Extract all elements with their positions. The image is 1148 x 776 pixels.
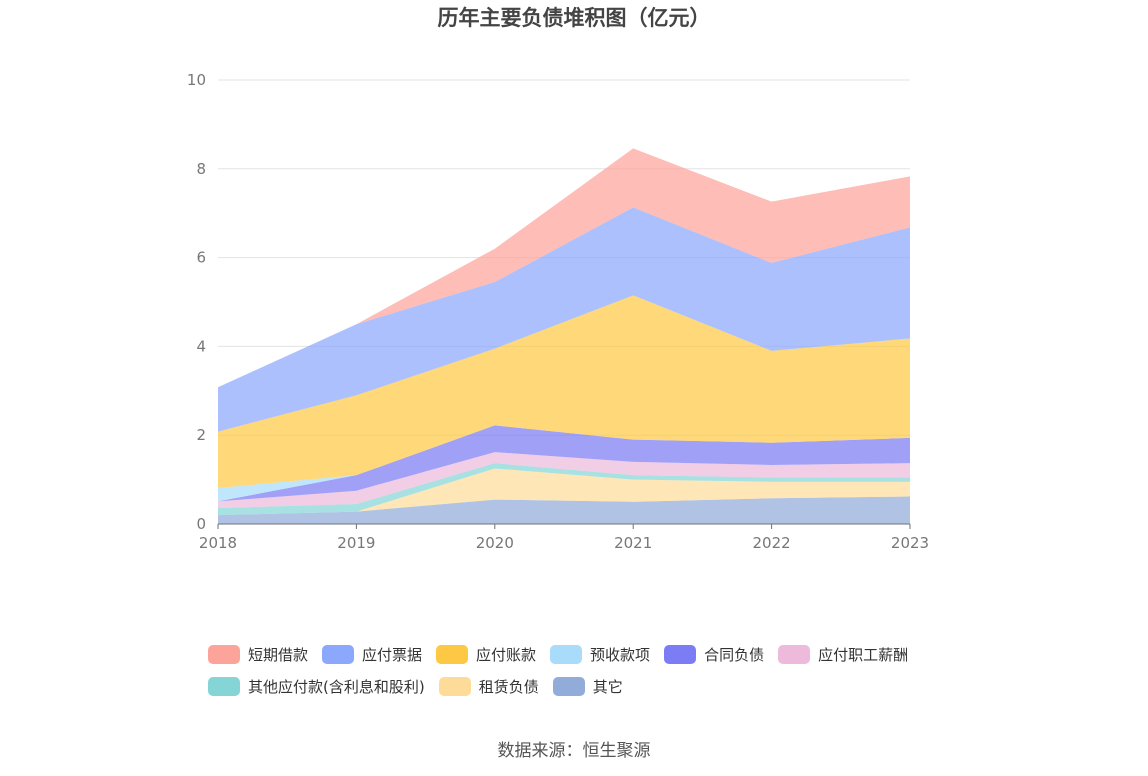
x-tick-label: 2021 — [614, 534, 652, 552]
area-series-7 — [218, 207, 910, 432]
legend-swatch — [664, 644, 697, 664]
legend-swatch — [322, 644, 355, 664]
y-tick-label: 0 — [196, 515, 206, 533]
chart-title: 历年主要负债堆积图（亿元） — [437, 6, 711, 30]
legend-item[interactable]: 应付职工薪酬 — [778, 644, 908, 665]
source-note: 数据来源：恒生聚源 — [497, 741, 651, 761]
area-series — [218, 148, 910, 524]
y-tick-label: 4 — [196, 337, 206, 355]
legend-label: 短期借款 — [248, 645, 309, 664]
legend-label: 合同负债 — [704, 645, 765, 664]
legend-item[interactable]: 合同负债 — [664, 644, 764, 665]
legend-item[interactable]: 短期借款 — [208, 644, 308, 665]
legend-swatch — [778, 644, 811, 664]
area-series-3 — [218, 452, 910, 509]
legend-label: 其它 — [592, 677, 623, 696]
legend-swatch — [550, 644, 583, 664]
legend-label: 预收款项 — [590, 645, 651, 664]
legend-label: 应付职工薪酬 — [818, 645, 909, 664]
legend-label: 应付票据 — [362, 645, 423, 664]
legend-item[interactable]: 其他应付款(含利息和股利) — [208, 676, 425, 697]
legend-item[interactable]: 应付票据 — [322, 644, 422, 665]
legend-swatch — [552, 676, 585, 696]
area-series-2 — [218, 463, 910, 516]
y-tick-label: 10 — [187, 71, 206, 89]
y-tick-label: 8 — [196, 160, 206, 178]
axes: 0 2 4 6 8 10 2018 2019 2020 2021 2022 2023 — [187, 71, 929, 552]
y-tick-label: 6 — [196, 249, 206, 267]
x-tick-label: 2020 — [476, 534, 514, 552]
legend-swatch — [438, 676, 471, 696]
area-series-4 — [218, 425, 910, 502]
x-tick-label: 2018 — [199, 534, 237, 552]
legend-swatch — [208, 644, 240, 664]
area-series-1 — [218, 468, 910, 516]
legend-item[interactable]: 预收款项 — [550, 644, 650, 665]
area-series-6 — [218, 295, 910, 489]
x-tick-label: 2022 — [753, 534, 791, 552]
y-tick-label: 2 — [196, 426, 206, 444]
legend-row: 其他应付款(含利息和股利) 租赁负债 其它 — [208, 670, 968, 702]
legend-label: 租赁负债 — [478, 677, 539, 696]
legend-label: 应付账款 — [476, 645, 537, 664]
legend-row: 短期借款 应付票据 应付账款 预收款项 合同负债 应付职工薪酬 — [208, 638, 968, 670]
x-tick-label: 2023 — [891, 534, 929, 552]
legend-item[interactable]: 应付账款 — [436, 644, 536, 665]
area-series-0 — [218, 496, 910, 524]
legend-swatch — [208, 676, 240, 696]
legend-swatch — [436, 644, 469, 664]
legend-label: 其他应付款(含利息和股利) — [248, 677, 425, 696]
legend-item[interactable]: 租赁负债 — [438, 676, 539, 697]
stacked-area-chart: 0 2 4 6 8 10 2018 2019 2020 2021 2022 2023 — [187, 71, 929, 552]
area-series-8 — [218, 148, 910, 388]
legend-item[interactable]: 其它 — [552, 676, 623, 697]
legend: 短期借款 应付票据 应付账款 预收款项 合同负债 应付职工薪酬其他应付款(含利息和股利) 租… — [208, 638, 968, 702]
x-tick-label: 2019 — [337, 534, 375, 552]
